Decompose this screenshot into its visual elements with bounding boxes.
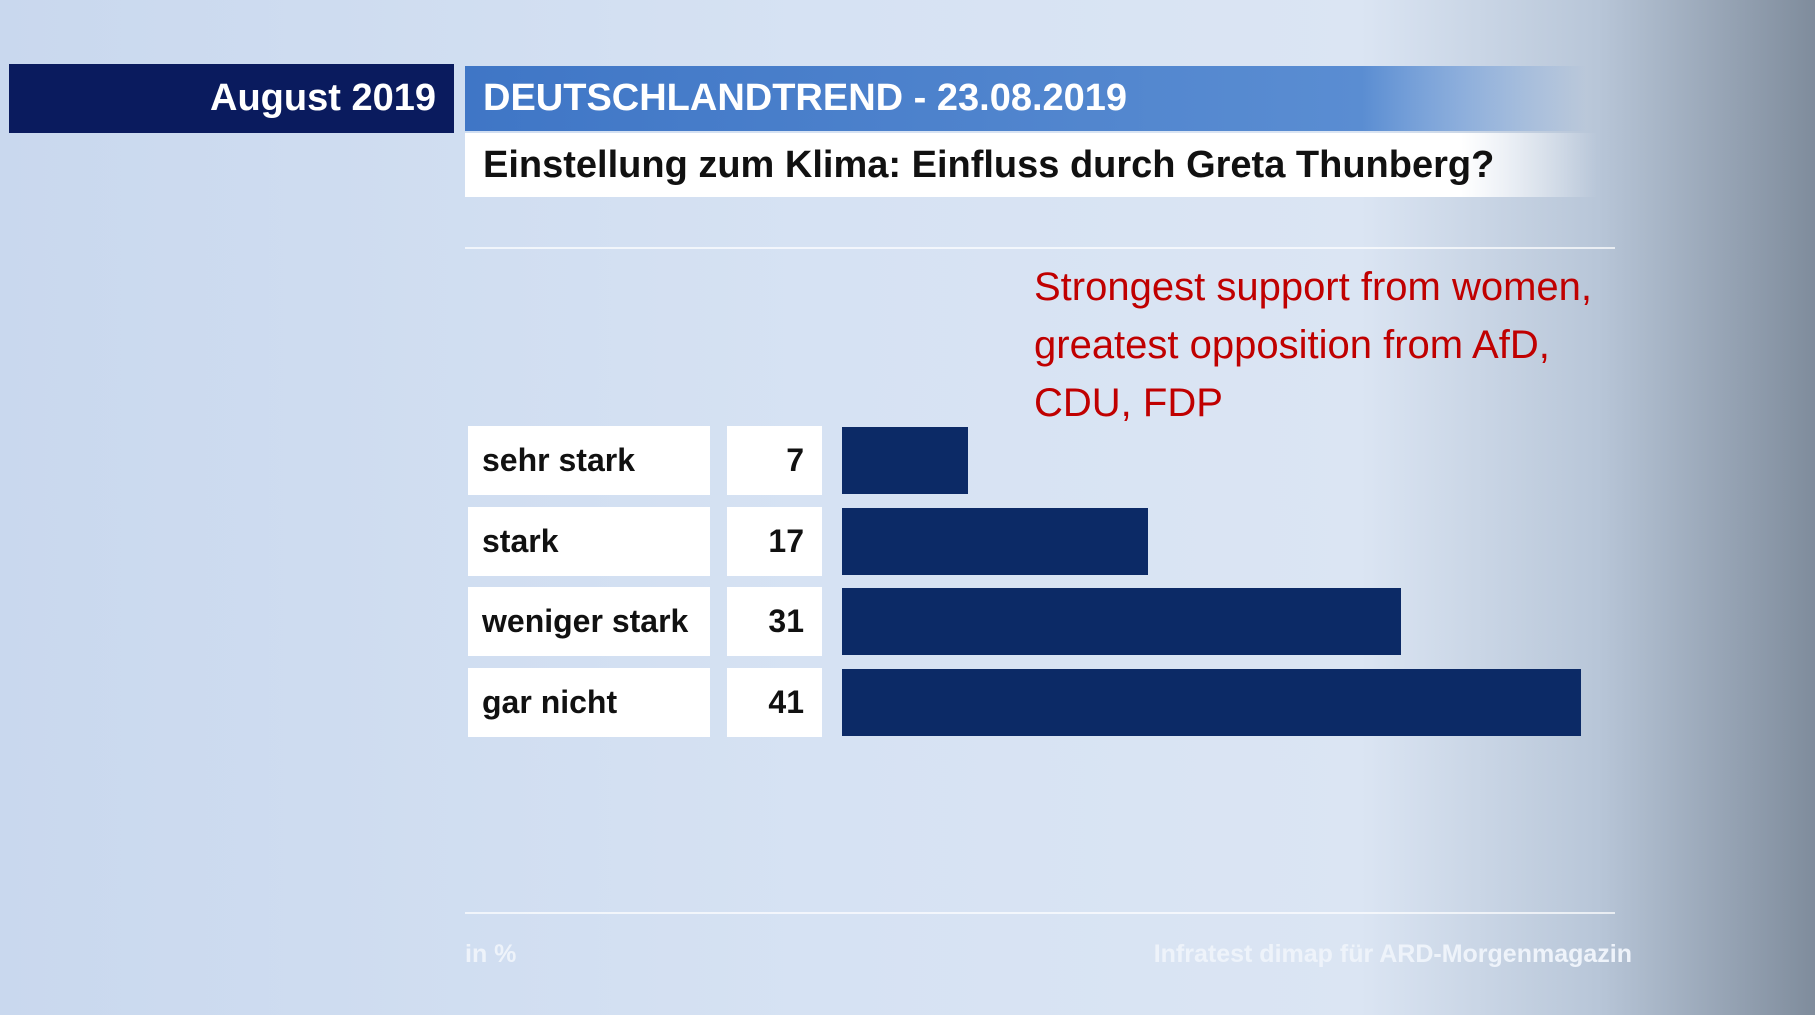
bar (842, 588, 1401, 656)
category-label: sehr stark (468, 426, 710, 495)
bar (842, 427, 969, 494)
divider (465, 912, 1615, 914)
chart-subtitle: Einstellung zum Klima: Einfluss durch Gr… (465, 133, 1597, 197)
category-label: stark (468, 506, 710, 576)
value-label: 17 (727, 506, 822, 576)
divider (465, 247, 1615, 249)
annotation: Strongest support from women, greatest o… (1034, 265, 1593, 425)
bar (842, 669, 1581, 737)
date-badge: August 2019 (9, 64, 454, 133)
source: Infratest dimap für ARD-Morgenmagazin (1153, 940, 1632, 968)
chart-title: DEUTSCHLANDTREND - 23.08.2019 (465, 66, 1586, 131)
bar (842, 507, 1149, 575)
value-label: 31 (727, 587, 822, 657)
value-label: 7 (727, 426, 822, 495)
unit-note: in % (465, 940, 517, 968)
category-label: gar nicht (468, 668, 710, 738)
category-label: weniger stark (468, 587, 710, 657)
value-label: 41 (727, 668, 822, 738)
